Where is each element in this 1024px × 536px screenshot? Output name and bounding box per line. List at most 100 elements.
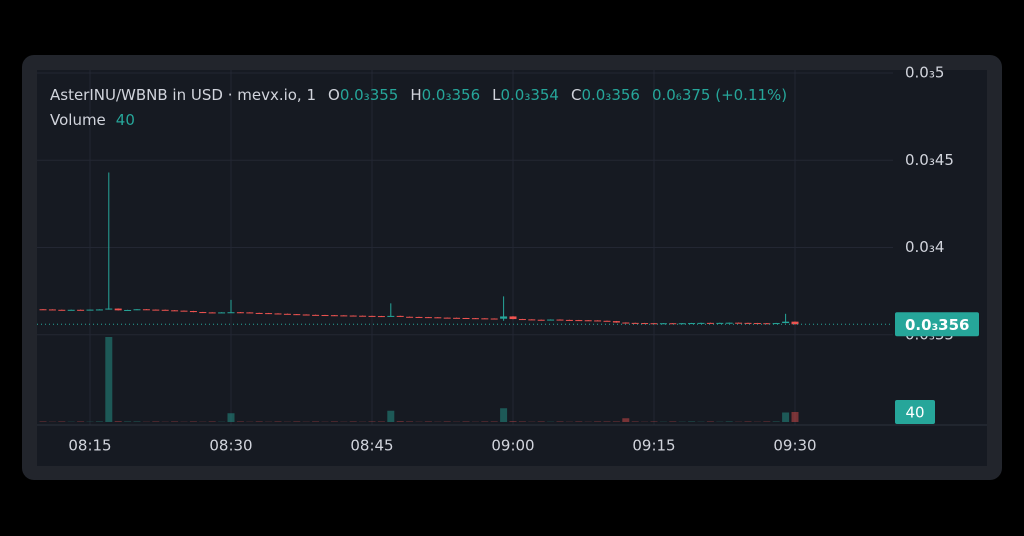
candle-body [678,323,686,325]
candle-body [725,322,733,324]
candle-body [688,323,696,325]
candle-body [133,309,141,311]
candle-body [462,317,470,319]
candle-body [340,315,348,317]
change: 0.0₆375 (+0.11%) [652,86,787,104]
candle-body [669,323,677,325]
candle-body [697,322,705,324]
candle-body [359,315,367,317]
last-price-label: 0.0₃356 [905,316,969,334]
volume-bar [124,421,132,422]
candle-body [782,321,790,324]
candle-body [349,315,357,317]
volume-bar [763,421,771,422]
candle-body [565,319,573,321]
candle-body [641,323,649,325]
volume-bar [255,421,263,422]
candle-body [434,317,442,319]
volume-bar [537,421,545,422]
x-tick-label: 08:15 [68,437,111,455]
volume-bar [293,421,301,422]
ohlc-value: 0.0₃354 [500,86,559,104]
candle-body [321,315,329,317]
volume-bar [133,421,141,422]
volume-bar [274,421,282,422]
candle-body [518,319,526,321]
y-tick-label: 0.0₃45 [905,151,954,169]
candle-body [142,309,150,311]
candle-body [302,314,310,316]
candle-body [603,320,611,322]
candle-body [537,319,545,321]
candle-body [528,319,536,321]
candle-body [368,315,376,317]
volume-bar [631,421,639,422]
candle-body [124,309,132,311]
candle-body [612,321,620,323]
candle-body [772,323,780,325]
volume-bar [58,421,66,422]
ohlc-value: 0.0₃355 [340,86,399,104]
volume-bar [396,421,404,422]
volume-bar [312,421,320,422]
candle-body [481,318,489,320]
volume-bar [575,421,583,422]
candle-body [396,315,404,317]
volume-bar [509,421,517,422]
candle-body [67,309,75,311]
candle-body [443,317,451,319]
candle-body [631,322,639,324]
candle-body [650,323,658,325]
volume-bar [387,410,395,422]
candle-body [180,310,188,312]
volume-bar [330,421,338,422]
candle-body [387,315,395,317]
candle-body [594,320,602,322]
candle-body [791,321,799,325]
ohlc: O0.0₃355 H0.0₃356 L0.0₃354 C0.0₃356 [328,86,640,104]
volume-bar [189,421,197,422]
candle-body [735,322,743,324]
volume-value: 40 [116,111,135,129]
volume-bar [368,421,376,422]
candle-body [716,322,724,324]
candle-body [556,319,564,321]
candle-body [246,312,254,314]
candle-body [58,309,66,311]
candle-body [95,309,103,311]
candle-body [48,309,56,311]
candle-body [415,316,423,318]
volume-bar [349,421,357,422]
candle-body [377,316,385,318]
volume-bar [725,421,733,422]
candle-body [500,316,508,319]
volume-bar [603,421,611,422]
candle-body [744,322,752,324]
candle-body [659,323,667,325]
candle-body [471,318,479,320]
candle-body [406,316,414,318]
ohlc-key: H [410,86,421,104]
volume-bar [782,412,790,422]
volume-bar [424,421,432,422]
candle-body [763,323,771,325]
candle-body [152,309,160,311]
volume-bar [236,421,244,422]
volume-bar [650,421,658,422]
volume-bar [171,421,179,422]
x-tick-label: 09:30 [773,437,816,455]
ohlc-key: C [571,86,581,104]
candle-body [453,317,461,319]
volume-bar [490,421,498,422]
candle-body [199,312,207,314]
y-tick-label: 0.0₃5 [905,64,944,82]
candle-body [255,312,263,314]
candle-body [208,312,216,314]
volume-bar [772,421,780,422]
candle-body [86,309,94,311]
volume-bar [208,421,216,422]
ohlc-key: O [328,86,340,104]
volume-bar [443,421,451,422]
ohlc-value: 0.0₃356 [422,86,481,104]
